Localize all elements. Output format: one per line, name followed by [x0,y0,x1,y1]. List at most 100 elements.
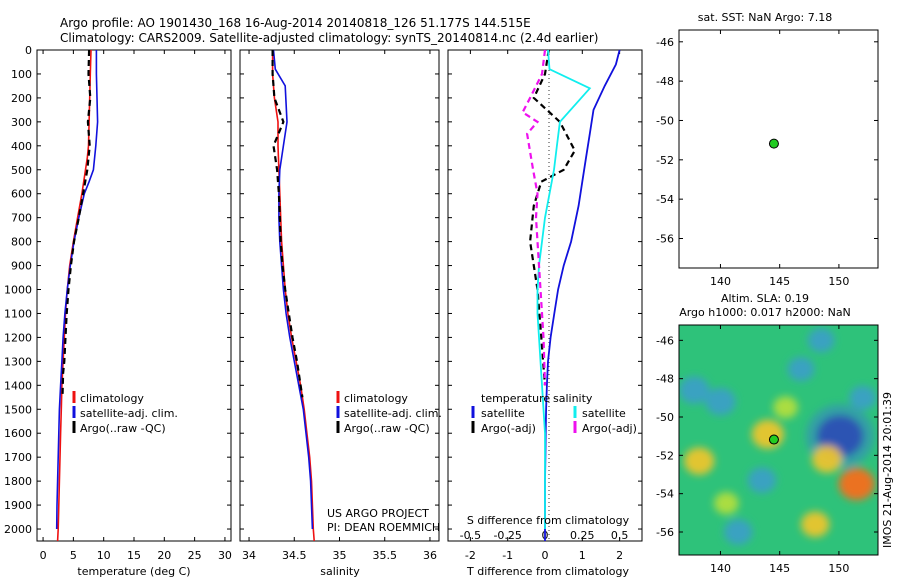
legend-climatology-label: climatology [344,392,408,405]
lat-tick-label: -54 [656,488,674,501]
depth-tick-label: 400 [11,140,32,153]
legend-argo-label: Argo(..raw -QC) [344,422,430,435]
legend-s-satellite-label: satellite [582,407,626,420]
x-tick-label: -1 [502,549,513,562]
depth-tick-label: 300 [11,116,32,129]
depth-tick-label: 900 [11,260,32,273]
sla-feature [724,519,753,545]
depth-tick-label: 700 [11,212,32,225]
sla-map-panel: Altim. SLA: 0.19 Argo h1000: 0.017 h2000… [656,292,894,575]
x-tick-label: 10 [97,549,111,562]
x2-tick-label: 0.25 [570,529,595,542]
sla-feature [747,467,777,494]
project-annotation-line-1: US ARGO PROJECT [327,507,429,520]
lat-tick-label: -52 [656,154,674,167]
float-position-marker [768,138,779,149]
x2-tick-label: -0.5 [460,529,481,542]
sla-feature [787,357,815,382]
legend-argo-label: Argo(..raw -QC) [80,422,166,435]
header-line-2: Climatology: CARS2009. Satellite-adjuste… [60,31,598,45]
t-difference-xlabel: T difference from climatology [466,565,629,578]
salinity-difference-ticks: -0.5 -0.25 0 0.25 0.5 [460,529,629,542]
depth-tick-label: 1800 [4,475,32,488]
legend-t-satellite-label: satellite [481,407,525,420]
salinity-panel: 34 34.5 35 35.5 36 climatology satellite-adj… [239,49,442,578]
lat-tick-label: -46 [656,334,674,347]
position-map-axes: 140 145 150 -46 -48 -50 -52 -54 -56 [656,30,878,288]
x-tick-label: 30 [218,549,232,562]
x-tick-label: 36 [423,549,437,562]
project-annotation-line-2: PI: DEAN ROEMMICH [327,521,440,534]
salinity-plot-area [239,49,440,542]
depth-tick-label: 1200 [4,331,32,344]
sla-feature [838,467,875,501]
difference-series [521,49,621,541]
sla-map-area [678,324,879,556]
series-line-1 [271,50,315,542]
series-line-2 [272,49,314,530]
sla-feature [807,328,835,353]
x-tick-label: 34 [242,549,256,562]
x-tick-label: 34.5 [282,549,307,562]
position-map-area [678,29,879,269]
sla-feature [849,385,876,410]
position-map-title: sat. SST: NaN Argo: 7.18 [698,11,832,24]
x-tick-label: 35 [333,549,347,562]
x-tick-label: 1 [579,549,586,562]
salinity-x-axis: 34 34.5 35 35.5 36 [242,50,437,562]
sla-feature [801,511,830,538]
header-line-1: Argo profile: AO 1901430_168 16-Aug-2014… [60,16,531,30]
depth-tick-label: 200 [11,92,32,105]
lat-tick-label: -48 [656,373,674,386]
difference-series-4 [521,49,547,386]
lon-tick-label: 145 [769,562,790,575]
salinity-xlabel: salinity [320,565,360,578]
sla-feature [751,419,784,449]
lon-tick-label: 150 [828,562,849,575]
temperature-xlabel: temperature (deg C) [77,565,190,578]
difference-panel: -2 -1 0 1 2 -0.5 -0.25 0 0.25 0.5 temperature sa… [447,49,643,578]
x2-tick-label: -0.25 [493,529,521,542]
sla-side-text: IMOS 21-Aug-2014 20:01:39 [881,392,894,548]
depth-tick-label: 1900 [4,499,32,512]
series-line-3 [61,49,92,398]
legend-t-argo-label: Argo(-adj) [481,422,536,435]
depth-tick-label: 1600 [4,427,32,440]
temperature-legend: climatology satellite-adj. clim. Argo(..… [72,391,178,435]
lon-tick-label: 140 [710,275,731,288]
difference-legend: temperature salinity satellite Argo(-adj… [471,392,637,435]
sla-title-line-2: Argo h1000: 0.017 h2000: NaN [679,306,851,319]
lat-tick-label: -46 [656,36,674,49]
depth-axis: 0 100 200 300 400 500 600 700 800 900 1000 1100 1200… [4,44,231,536]
lon-tick-label: 140 [710,562,731,575]
x-tick-label: 2 [616,549,623,562]
legend-satellite-label: satellite-adj. clim. [80,407,178,420]
legend-s-argo-label: Argo(-adj) [582,422,637,435]
depth-tick-label: 1000 [4,284,32,297]
sla-map-points [768,434,779,445]
series-line-2 [55,50,99,530]
salinity-legend: climatology satellite-adj. clim. Argo(..… [336,391,442,435]
sla-map-axes: 140 145 150 -46 -48 -50 -52 -54 -56 [656,325,878,575]
x-tick-label: 25 [188,549,202,562]
depth-tick-label: 2000 [4,523,32,536]
x-tick-label: 35.5 [372,549,397,562]
sla-feature [714,492,739,515]
lat-tick-label: -52 [656,449,674,462]
depth-tick-label: 1500 [4,403,32,416]
sla-feature [683,447,715,475]
x2-tick-label: 0.5 [611,529,629,542]
x-tick-label: 5 [70,549,77,562]
x-tick-label: 0 [40,549,47,562]
x-tick-label: -2 [465,549,476,562]
depth-tick-label: 600 [11,188,32,201]
lon-tick-label: 150 [828,275,849,288]
depth-tick-label: 800 [11,236,32,249]
sla-feature [679,376,710,404]
depth-tick-label: 500 [11,164,32,177]
series-line-1 [56,49,92,542]
depth-tick-label: 1300 [4,355,32,368]
legend-satellite-label: satellite-adj. clim. [344,407,442,420]
position-map-points [768,138,779,149]
